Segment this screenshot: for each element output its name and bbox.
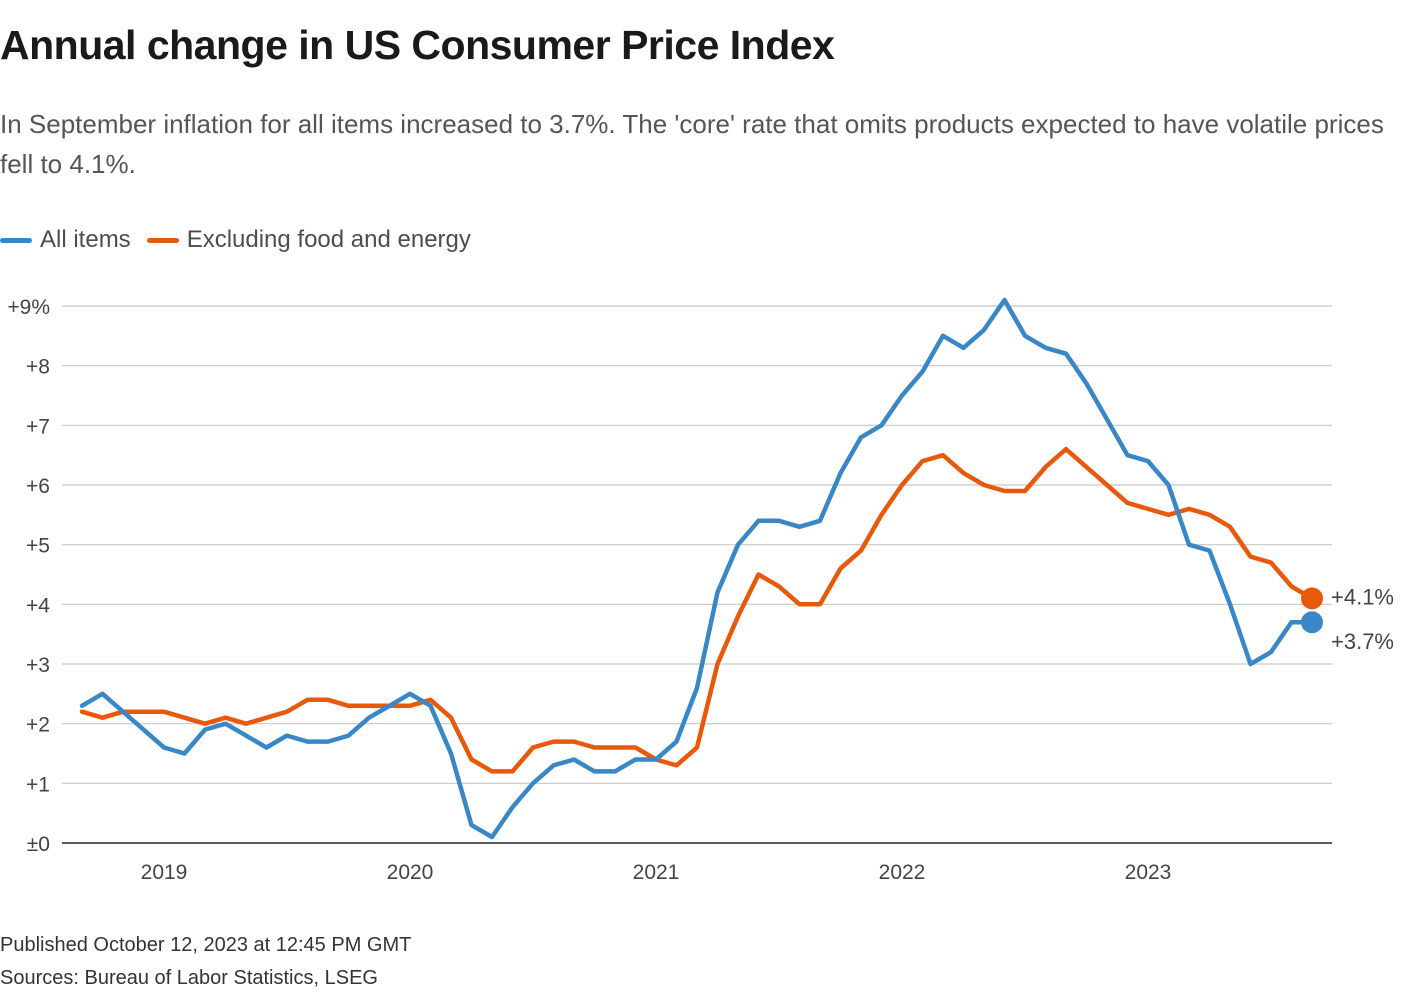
grid-lines — [62, 305, 1332, 844]
sources-note: Sources: Bureau of Labor Statistics, LSE… — [0, 967, 378, 989]
y-tick-label: ±0 — [27, 833, 50, 856]
end-label-all-items: +3.7% — [1331, 629, 1394, 654]
series-end-markers: +3.7% +4.1% — [1301, 584, 1394, 654]
x-tick-label: 2021 — [633, 861, 680, 884]
chart-title: Annual change in US Consumer Price Index — [0, 22, 835, 68]
y-tick-label: +7 — [26, 415, 50, 438]
y-tick-label: +5 — [26, 535, 50, 558]
x-tick-label: 2019 — [141, 861, 188, 884]
y-tick-label: +4 — [26, 594, 50, 617]
y-tick-label: +3 — [26, 654, 50, 677]
end-label-core: +4.1% — [1331, 584, 1394, 609]
end-marker-core — [1301, 587, 1323, 610]
x-tick-label: 2020 — [387, 861, 434, 884]
legend-label-core: Excluding food and energy — [186, 226, 471, 253]
legend-item-all-items: All items — [0, 226, 131, 254]
y-tick-label: +6 — [26, 475, 50, 498]
series-lines — [79, 297, 1315, 840]
chart-subtitle: In September inflation for all items inc… — [0, 109, 1384, 179]
y-tick-label: +9% — [7, 296, 50, 319]
series-line-all-items — [79, 297, 1315, 840]
y-axis-ticks: ±0 +1 +2 +3 +4 +5 +6 +7 +8 +9% — [7, 296, 50, 856]
y-tick-label: +8 — [26, 356, 50, 379]
line-chart: ±0+1+2+3+4+5+6+7+8+9% 2019 2020 2021 2022 20… — [7, 296, 1394, 884]
x-tick-label: 2023 — [1125, 861, 1172, 884]
y-tick-label: +1 — [26, 773, 50, 796]
y-tick-label: +2 — [26, 714, 50, 737]
series-line-core — [79, 446, 1315, 774]
legend-swatch-all-items — [0, 237, 32, 243]
x-axis-ticks: 2019 2020 2021 2022 2023 — [141, 861, 1172, 884]
legend-label-all-items: All items — [40, 226, 131, 253]
end-marker-all-items — [1301, 611, 1323, 634]
x-tick-label: 2022 — [879, 861, 926, 884]
published-note: Published October 12, 2023 at 12:45 PM G… — [0, 934, 412, 956]
legend-item-core: Excluding food and energy — [146, 226, 471, 254]
legend-swatch-core — [146, 237, 179, 243]
chart-legend: All items Excluding food and energy — [0, 226, 487, 254]
